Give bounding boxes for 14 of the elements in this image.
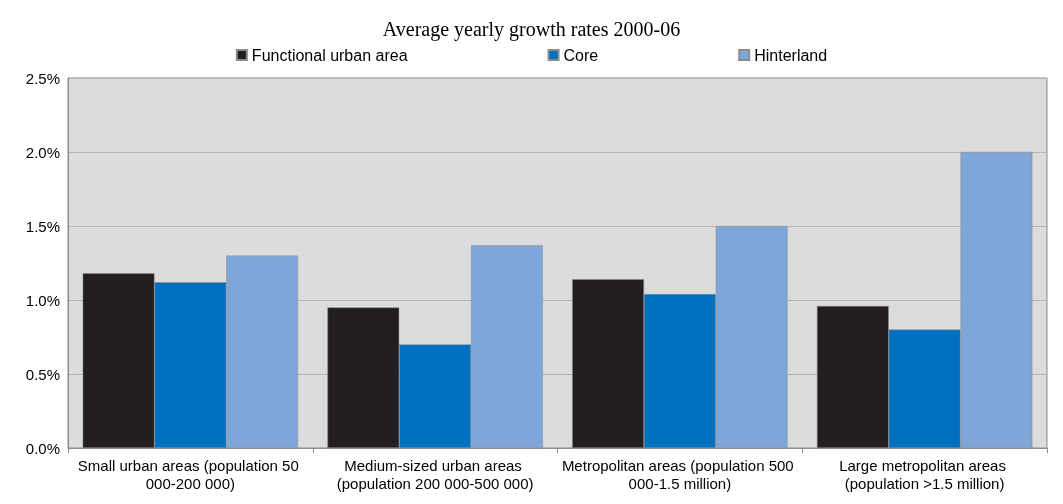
y-tick-label: 2.0% — [25, 143, 60, 161]
x-tick-label: Small urban areas (population 50 000-200 000) — [77, 456, 303, 492]
y-tick-label: 2.5% — [25, 69, 60, 87]
x-tick-label: Metropolitan areas (population 500 000-1.5 million) — [561, 456, 798, 492]
x-tick-label: Medium-sized urban areas (population 200 000-500 000) — [336, 456, 534, 492]
y-tick-label: 1.5% — [25, 217, 60, 235]
chart-title: Average yearly growth rates 2000-06 — [382, 18, 681, 41]
legend-label: Hinterland — [754, 46, 828, 64]
y-tick-label: 0.0% — [25, 439, 60, 457]
y-tick-label: 0.5% — [25, 365, 60, 383]
y-tick-label: 1.0% — [25, 291, 60, 309]
x-tick-label: Large metropolitan areas (population >1.5 million) — [839, 456, 1011, 492]
legend-label: Functional urban area — [251, 46, 408, 64]
legend-label: Core — [563, 46, 599, 64]
